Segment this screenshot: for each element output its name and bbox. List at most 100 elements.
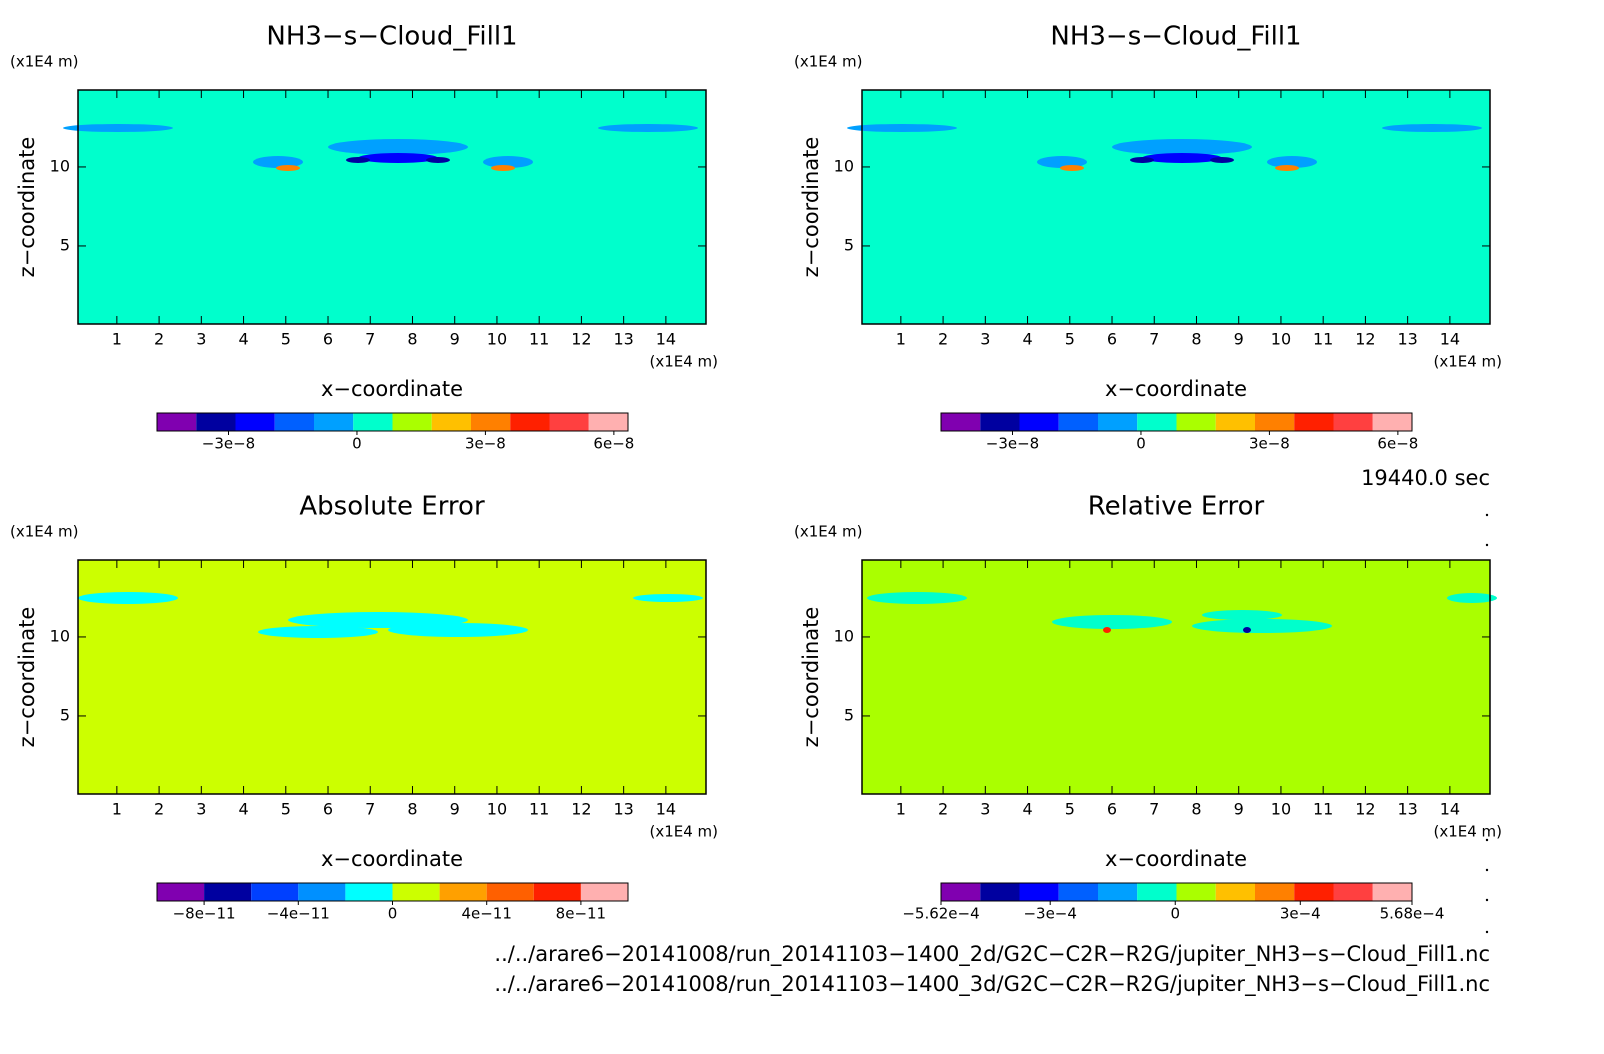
x-tick-label: 11 [529,800,549,819]
colorbar-tick-label: 5.68e−4 [1380,905,1445,923]
x-tick-label: 13 [1397,330,1417,349]
colorbar-tick-label: 0 [388,905,398,923]
colorbar-box [196,413,236,431]
colorbar-tick-label: 3e−8 [465,435,506,453]
colorbar-tick-label: −4e−11 [267,905,330,923]
contour-region [258,626,378,638]
colorbar-box [274,413,314,431]
x-tick-label: 5 [1065,800,1075,819]
colorbar-box [510,413,550,431]
x-tick-label: 8 [1191,330,1201,349]
x-tick-label: 4 [1022,330,1032,349]
y-axis-label: z−coordinate [799,607,823,748]
field [862,560,1490,794]
x-tick-label: 2 [938,800,948,819]
colorbar-tick-label: 6e−8 [593,435,634,453]
contour-region [1130,157,1154,163]
plot-frame [861,559,1491,795]
contour-region [1382,124,1482,132]
x-tick-label: 2 [154,330,164,349]
x-tick-label: 10 [487,330,507,349]
x-tick-label: 6 [323,800,333,819]
colorbar-box [1098,883,1138,901]
contour-region [276,165,300,171]
colorbar-box [314,413,354,431]
x-tick-label: 1 [896,330,906,349]
x-tick-label: 7 [365,800,375,819]
x-tick-label: 6 [323,330,333,349]
x-tick-label: 11 [1313,330,1333,349]
x-tick-label: 7 [1149,330,1159,349]
y-tick-label: 5 [844,705,854,724]
panel-title: Absolute Error [299,492,485,522]
colorbar-tick-label: 8e−11 [556,905,606,923]
x-axis-label: x−coordinate [1105,377,1247,401]
y-axis-label: z−coordinate [15,137,39,278]
x-tick-label: 9 [1234,330,1244,349]
x-tick-label: 3 [980,330,990,349]
x-tick-label: 1 [112,800,122,819]
panel-title: NH3−s−Cloud_Fill1 [1050,22,1301,52]
contour-region [1243,627,1251,633]
colorbar-box [1372,883,1412,901]
colorbar-box [392,413,432,431]
colorbar-tick-label: 0 [1136,435,1146,453]
x-tick-label: 11 [1313,800,1333,819]
field [78,560,706,794]
y-axis-label: z−coordinate [799,137,823,278]
x-tick-label: 9 [450,800,460,819]
file-path: ../../arare6−20141008/run_20141103−1400_… [494,972,1490,997]
x-tick-label: 8 [1191,800,1201,819]
colorbar-box [1176,883,1216,901]
y-tick-label: 10 [50,626,70,645]
x-tick-label: 10 [487,800,507,819]
x-unit: (x1E4 m) [649,823,718,841]
colorbar-box [1019,883,1059,901]
x-axis-label: x−coordinate [321,847,463,871]
colorbar-box [157,883,205,901]
contour-region [483,156,533,168]
y-tick-label: 5 [60,235,70,254]
contour-region [78,592,178,604]
contour-region [253,156,303,168]
colorbar-box [549,413,589,431]
colorbar-box [941,413,981,431]
colorbar-box [1255,883,1295,901]
colorbar-box [1294,883,1334,901]
contour-region [1447,593,1497,603]
colorbar-box [345,883,393,901]
colorbar-tick-label: −3e−4 [1023,905,1076,923]
x-tick-label: 2 [938,330,948,349]
file-path: ../../arare6−20141008/run_20141103−1400_… [494,942,1490,967]
colorbar-box [298,883,346,901]
x-unit: (x1E4 m) [1433,353,1502,371]
colorbar-tick-label: −5.62e−4 [902,905,979,923]
colorbar-frame [940,412,1413,432]
colorbar-box [1137,883,1177,901]
colorbar-box [431,413,471,431]
contour-region [63,124,173,132]
colorbar-tick-label: 4e−11 [461,905,511,923]
x-tick-label: 12 [571,800,591,819]
x-tick-label: 13 [613,330,633,349]
contour-region [1103,627,1111,633]
x-tick-label: 5 [281,800,291,819]
colorbar-box [1058,883,1098,901]
contour-region [491,165,515,171]
y-unit: (x1E4 m) [794,523,863,541]
colorbar-box [353,413,393,431]
dots [1485,513,1489,934]
colorbar-tick-label: −8e−11 [173,905,236,923]
x-tick-label: 4 [238,330,248,349]
colorbar-box [1333,883,1373,901]
x-tick-label: 13 [1397,800,1417,819]
colorbar-box [439,883,487,901]
contour-region [358,153,438,163]
x-tick-label: 5 [281,330,291,349]
colorbar-box [251,883,299,901]
x-tick-label: 1 [112,330,122,349]
contour-region [1060,165,1084,171]
time-label: 19440.0 sec [1361,466,1490,490]
y-unit: (x1E4 m) [10,53,79,71]
